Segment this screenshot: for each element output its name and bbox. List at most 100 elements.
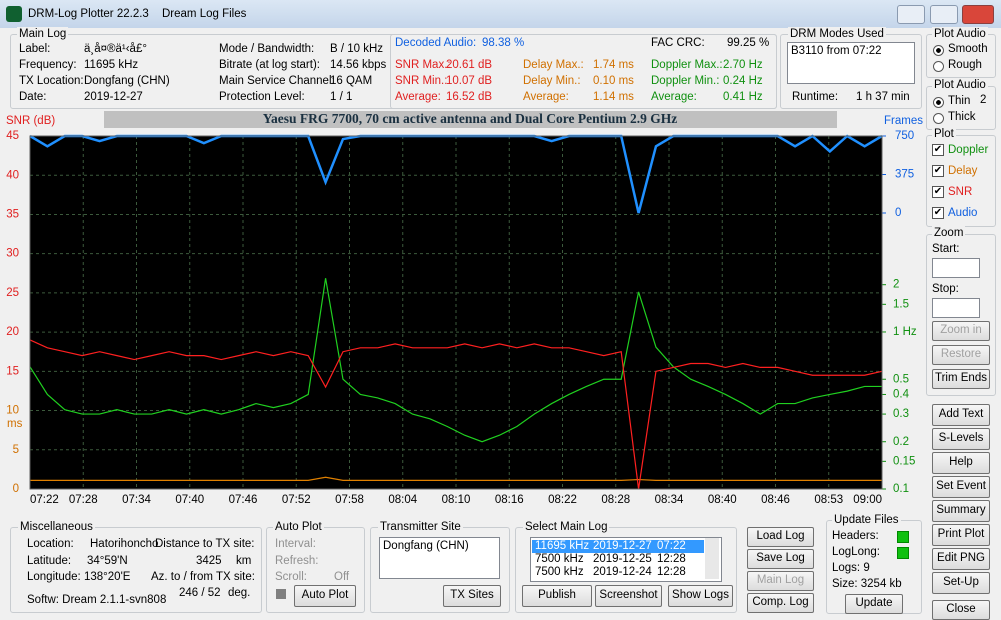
doppler-tick-label: 2: [893, 279, 899, 291]
maximize-button[interactable]: [930, 5, 958, 24]
label: Main Service Channel:: [219, 75, 335, 87]
x-tick-label: 08:34: [655, 494, 684, 506]
x-tick-label: 07:40: [175, 494, 204, 506]
label: Bitrate (at log start):: [219, 59, 320, 71]
button[interactable]: TX Sites: [443, 585, 501, 607]
y-axis-label: SNR (dB): [6, 115, 55, 127]
button[interactable]: Add Text: [932, 404, 990, 426]
group-heading: Main Log: [17, 27, 69, 41]
status-led: [897, 547, 909, 559]
button[interactable]: Close: [932, 600, 990, 620]
label: 34°59'N: [87, 555, 128, 567]
radio[interactable]: [933, 45, 944, 56]
button[interactable]: Publish: [522, 585, 592, 607]
button[interactable]: Set-Up: [932, 572, 990, 594]
label: 3425: [196, 555, 222, 567]
button[interactable]: Save Log: [747, 549, 814, 569]
y-tick-label: 40: [6, 169, 19, 181]
label: Average:: [395, 91, 441, 103]
label: 0.41 Hz: [723, 91, 763, 103]
button[interactable]: Trim Ends: [932, 369, 990, 389]
label: Delay Min.:: [523, 75, 581, 87]
x-tick-label: 08:40: [708, 494, 737, 506]
radio[interactable]: [933, 97, 944, 108]
button[interactable]: Help: [932, 452, 990, 474]
label: Label:: [19, 43, 51, 55]
minimize-button[interactable]: [897, 5, 925, 24]
button[interactable]: Edit PNG: [932, 548, 990, 570]
button[interactable]: Update: [845, 594, 903, 614]
doppler-tick-label: 0.3: [893, 408, 909, 420]
button[interactable]: Comp. Log: [747, 593, 814, 613]
y-tick-label: 15: [6, 365, 19, 377]
label: Scroll:: [275, 571, 307, 583]
label: Average:: [651, 91, 697, 103]
button[interactable]: Set Event: [932, 476, 990, 498]
checkbox[interactable]: ✔: [932, 144, 944, 156]
scrollbar: [705, 538, 719, 579]
label: Location:: [27, 538, 74, 550]
chart-title: Yaesu FRG 7700, 70 cm active antenna and…: [263, 111, 678, 126]
label: 20.61 dB: [446, 59, 493, 71]
x-tick-label: 07:52: [282, 494, 311, 506]
series-line: [29, 339, 883, 490]
button[interactable]: Restore: [932, 345, 990, 365]
button[interactable]: S-Levels: [932, 428, 990, 450]
label: Rough: [948, 59, 982, 71]
radio[interactable]: [933, 113, 944, 124]
label: 0.10 ms: [593, 75, 634, 87]
button[interactable]: Show Logs: [668, 585, 733, 607]
label: LogLong:: [832, 546, 880, 558]
button[interactable]: Zoom in: [932, 321, 990, 341]
group-heading: Plot: [932, 127, 956, 141]
label: Dongfang (CHN): [383, 540, 469, 552]
checkbox[interactable]: ✔: [932, 207, 944, 219]
x-tick-label: 08:16: [495, 494, 524, 506]
x-tick-label: 08:04: [388, 494, 417, 506]
x-tick-label: 07:22: [30, 494, 59, 506]
button[interactable]: Screenshot: [595, 585, 662, 607]
checkbox-label: Delay: [948, 165, 978, 177]
button[interactable]: Summary: [932, 500, 990, 522]
label: Average:: [523, 91, 569, 103]
x-tick-label: 08:10: [442, 494, 471, 506]
button[interactable]: Load Log: [747, 527, 814, 547]
label: Doppler Max.:: [651, 59, 723, 71]
chart-title-banner: [104, 111, 837, 128]
label: Smooth: [948, 43, 988, 55]
list-item: 2019-12-25: [593, 553, 652, 565]
button[interactable]: Print Plot: [932, 524, 990, 546]
label: Stop:: [932, 283, 959, 295]
radio[interactable]: [933, 61, 944, 72]
label: deg.: [228, 587, 251, 599]
group-box: [10, 527, 262, 613]
indicator: [276, 589, 286, 599]
y-tick-label: 20: [6, 326, 19, 338]
label: Thin: [948, 95, 971, 107]
checkbox[interactable]: ✔: [932, 165, 944, 177]
label: Dongfang (CHN): [84, 75, 170, 87]
window-title: DRM-Log Plotter 22.2.3: [28, 8, 149, 20]
label: Start:: [932, 243, 960, 255]
doppler-tick-label: 1.5: [893, 298, 909, 310]
label: Size: 3254 kb: [832, 578, 902, 590]
label: 138°20'E: [84, 571, 131, 583]
checkbox[interactable]: ✔: [932, 186, 944, 198]
list-item: 12:28: [657, 553, 686, 565]
button[interactable]: Auto Plot: [294, 585, 356, 607]
label: Interval:: [275, 538, 316, 550]
x-tick-label: 08:53: [814, 494, 843, 506]
label: 10.07 dB: [446, 75, 493, 87]
label: 1.14 ms: [593, 91, 634, 103]
close-window-button[interactable]: [962, 5, 994, 24]
status-led: [897, 531, 909, 543]
y-tick-label: 5: [13, 444, 19, 456]
label: Thick: [948, 111, 976, 123]
button[interactable]: Main Log: [747, 571, 814, 591]
selection: [532, 540, 704, 553]
label: 14.56 kbps: [330, 59, 387, 71]
group-heading: Transmitter Site: [378, 520, 463, 534]
label: B / 10 kHz: [330, 43, 384, 55]
list-item: 12:28: [657, 566, 686, 578]
window-subtitle: Dream Log Files: [162, 8, 247, 20]
